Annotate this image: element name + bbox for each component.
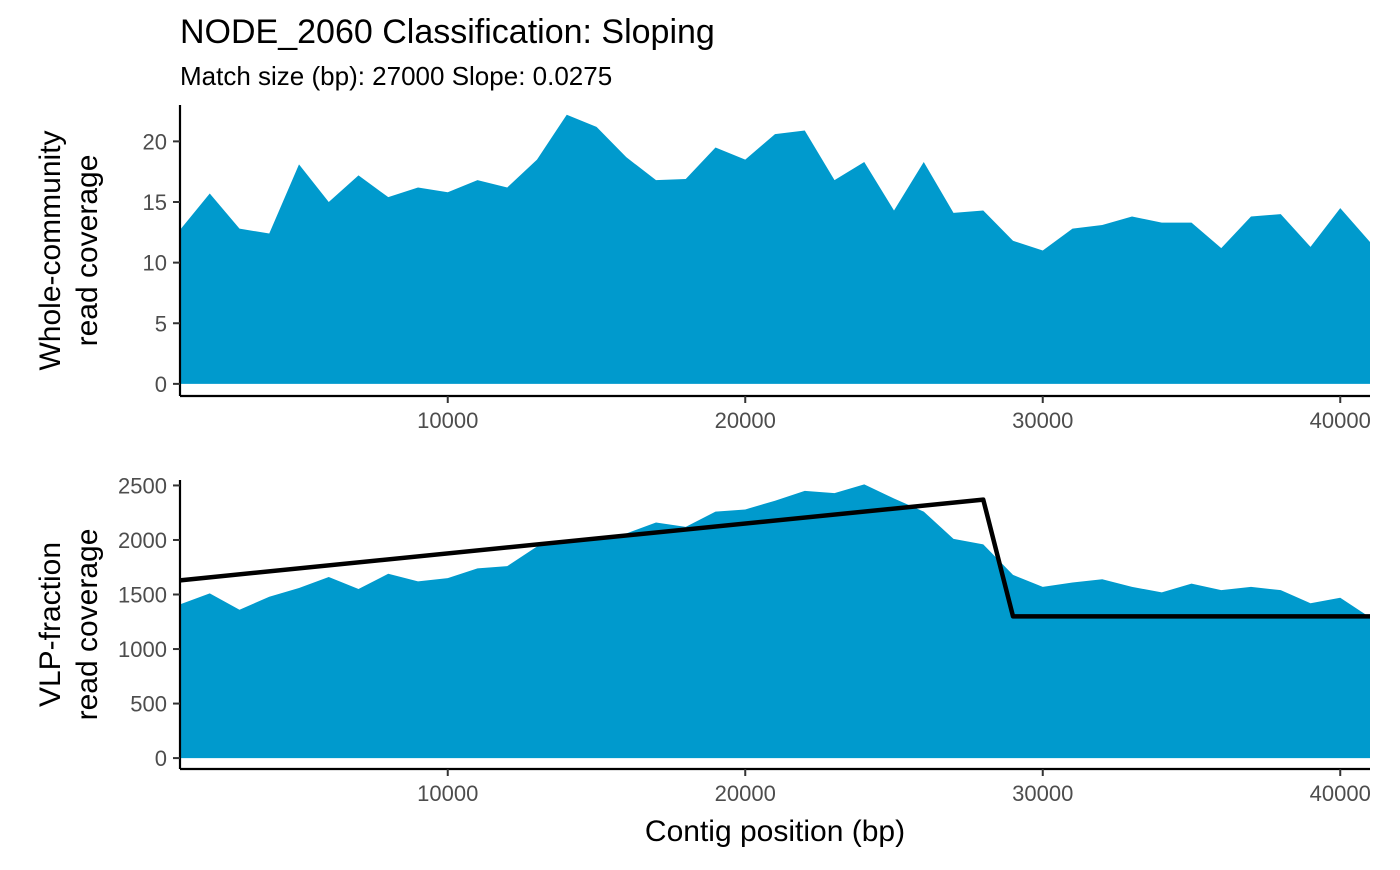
y-tick-label: 5 xyxy=(155,311,167,336)
x-axis-title: Contig position (bp) xyxy=(645,815,905,848)
x-tick-label: 10000 xyxy=(417,408,478,433)
coverage-area-panel-1 xyxy=(180,114,1370,384)
chart-subtitle: Match size (bp): 27000 Slope: 0.0275 xyxy=(180,61,612,91)
x-tick-label: 20000 xyxy=(715,408,776,433)
y-tick-label: 2000 xyxy=(118,528,167,553)
y-tick-label: 2500 xyxy=(118,473,167,498)
panel-2: 0 500 1000 1500 2000 2500 10000 20000 30000 40000… xyxy=(34,473,1371,806)
x-tick-label: 10000 xyxy=(417,781,478,806)
panel-1: 0 5 10 15 20 10000 20000 30000 40000 Whole-commun… xyxy=(34,105,1371,433)
y-tick-label: 500 xyxy=(130,692,167,717)
x-tick-label: 30000 xyxy=(1012,408,1073,433)
y-tick-label: 15 xyxy=(143,190,167,215)
y-tick-label: 20 xyxy=(143,129,167,154)
y-tick-label: 1000 xyxy=(118,637,167,662)
y-tick-label: 0 xyxy=(155,746,167,771)
x-tick-label: 20000 xyxy=(715,781,776,806)
y-tick-label: 10 xyxy=(143,251,167,276)
x-tick-label: 30000 xyxy=(1012,781,1073,806)
y-tick-label: 0 xyxy=(155,372,167,397)
y-axis-title-line: read coverage xyxy=(71,529,104,721)
y-axis-title-line: VLP-fraction xyxy=(34,542,67,707)
y-axis-title-line: read coverage xyxy=(71,155,104,347)
x-tick-label: 40000 xyxy=(1310,781,1371,806)
fit-line xyxy=(179,497,1370,619)
y-tick-label: 1500 xyxy=(118,583,167,608)
x-tick-label: 40000 xyxy=(1310,408,1371,433)
y-axis-title-line: Whole-community xyxy=(34,130,67,370)
coverage-area-panel-2 xyxy=(180,484,1370,759)
chart-title: NODE_2060 Classification: Sloping xyxy=(180,13,715,51)
